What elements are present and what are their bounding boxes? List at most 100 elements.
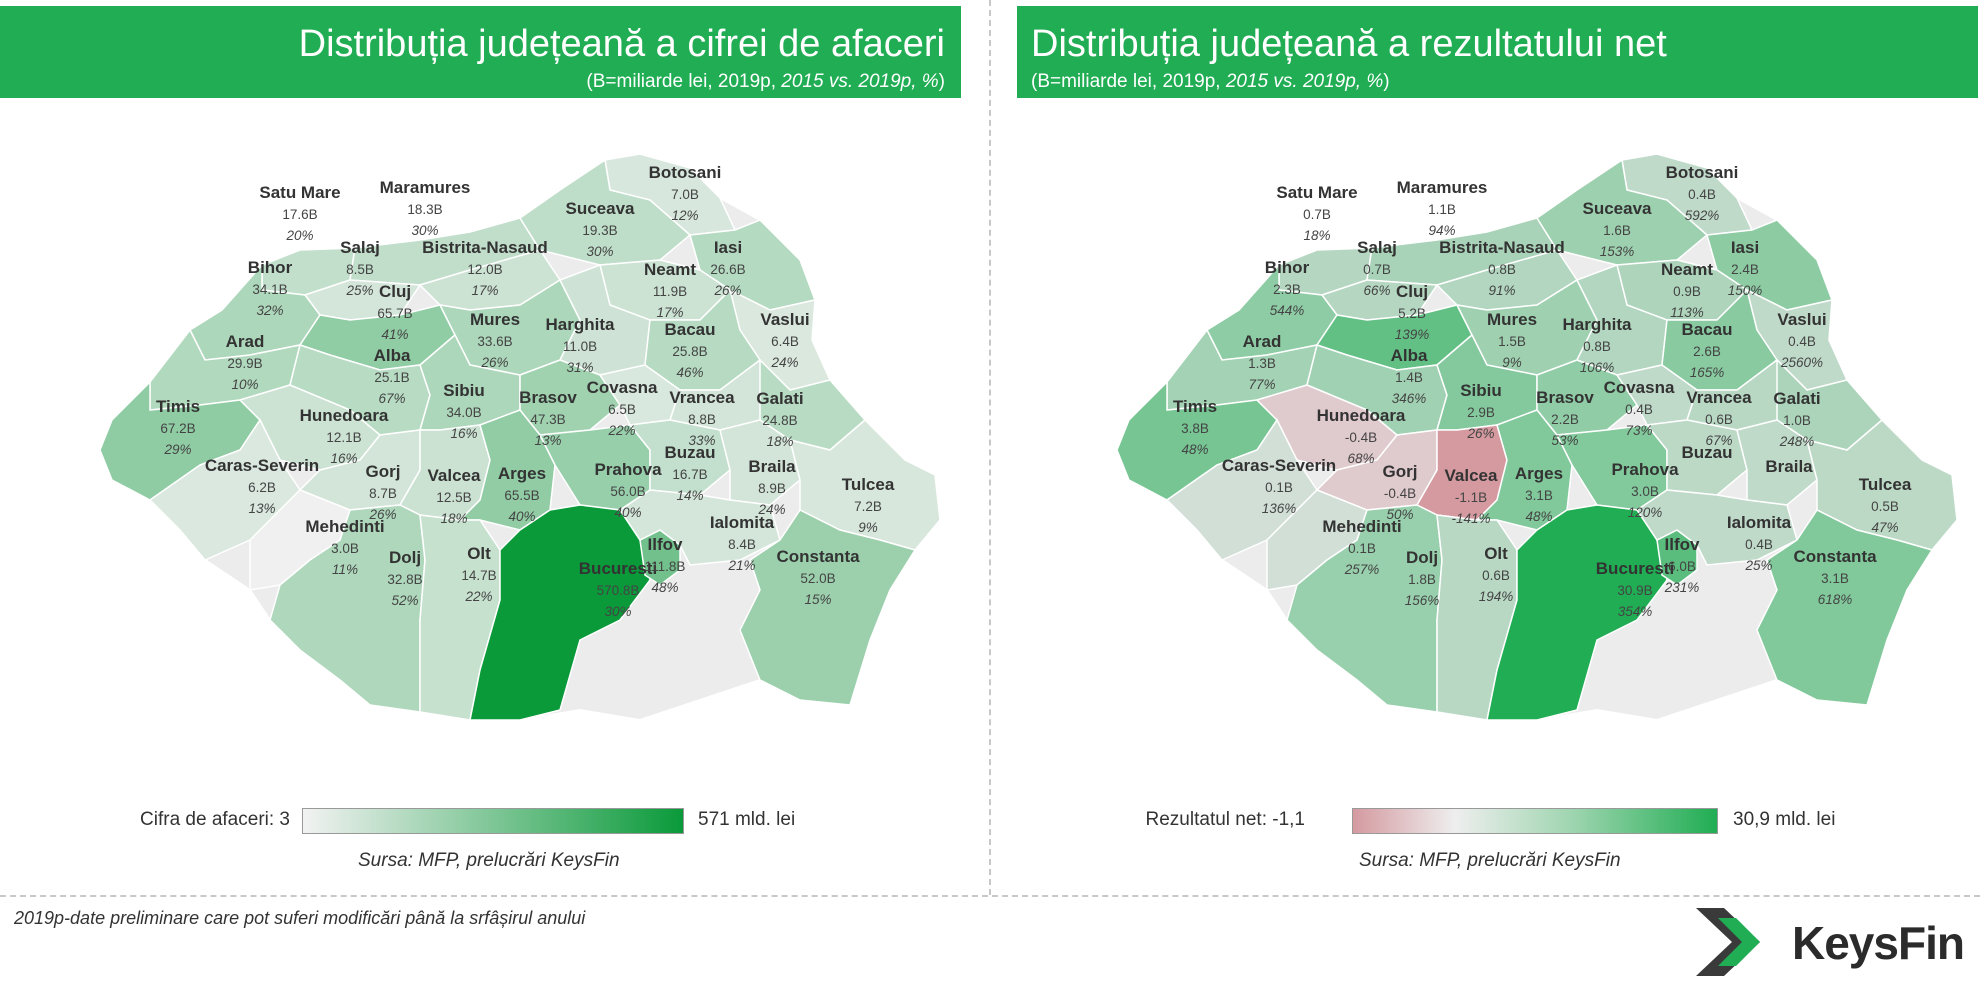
county-shape-buzau[interactable]: [628, 419, 731, 496]
county-label-bucuresti: Bucuresti 30.9B 354%: [1596, 559, 1674, 619]
county-shape-constanta[interactable]: [1756, 509, 1934, 706]
county-change: 14%: [676, 488, 703, 503]
county-shape-braila[interactable]: [1736, 419, 1818, 506]
county-shape-bucuresti[interactable]: [1486, 504, 1668, 721]
county-name: Brasov: [519, 388, 577, 407]
county-label-salaj: Salaj 0.7B 66%: [1357, 238, 1397, 298]
county-shape-ialomita[interactable]: [1635, 489, 1798, 566]
county-label-buzau: Buzau: [1682, 443, 1733, 462]
county-value: 1.4B: [1395, 370, 1423, 385]
county-label-alba: Alba 1.4B 346%: [1391, 346, 1428, 406]
county-name: Buzau: [665, 443, 716, 462]
county-name: Suceava: [566, 199, 636, 218]
county-name: Olt: [467, 544, 491, 563]
county-value: 7.2B: [854, 499, 882, 514]
county-name: Hunedoara: [300, 406, 389, 425]
county-label-galati: Galati 1.0B 248%: [1773, 389, 1820, 449]
county-label-hunedoara: Hunedoara 12.1B 16%: [300, 406, 389, 466]
county-value: 16.7B: [672, 467, 707, 482]
county-name: Tulcea: [842, 475, 895, 494]
county-change: 544%: [1270, 303, 1305, 318]
county-label-bucuresti: Bucuresti 570.8B 30%: [579, 559, 657, 619]
county-name: Suceava: [1583, 199, 1653, 218]
county-label-mures: Mures 1.5B 9%: [1487, 310, 1537, 370]
county-value: 0.1B: [1348, 541, 1376, 556]
county-value: 2.3B: [1273, 282, 1301, 297]
county-label-vrancea: Vrancea 8.8B 33%: [669, 388, 735, 448]
county-shape-ialomita[interactable]: [618, 489, 781, 566]
county-name: Ilfov: [648, 535, 683, 554]
county-name: Vaslui: [1777, 310, 1826, 329]
county-change: 91%: [1488, 283, 1515, 298]
county-shape-suceava[interactable]: [1535, 158, 1709, 266]
county-change: 24%: [757, 502, 785, 517]
county-value: 19.3B: [582, 223, 617, 238]
county-change: 354%: [1618, 604, 1653, 619]
county-change: 26%: [713, 283, 741, 298]
county-name: Dolj: [1406, 548, 1438, 567]
county-change: 32%: [256, 303, 283, 318]
county-value: 7.0B: [671, 187, 699, 202]
county-value: 47.3B: [530, 412, 565, 427]
county-label-braila: Braila 8.9B 24%: [748, 457, 796, 517]
county-change: 68%: [1347, 451, 1374, 466]
county-value: 0.7B: [1363, 262, 1391, 277]
county-value: 12.0B: [467, 262, 502, 277]
county-value: 0.8B: [1488, 262, 1516, 277]
county-change: 24%: [770, 355, 798, 370]
county-label-tulcea: Tulcea 0.5B 47%: [1859, 475, 1912, 535]
county-name: Bacau: [1681, 320, 1732, 339]
county-label-brasov: Brasov 2.2B 53%: [1536, 388, 1594, 448]
county-label-harghita: Harghita 0.8B 106%: [1563, 315, 1633, 375]
county-name: Arad: [1243, 332, 1282, 351]
county-label-neamt: Neamt 11.9B 17%: [644, 260, 696, 320]
county-label-bihor: Bihor 34.1B 32%: [248, 258, 293, 318]
county-shape-tulcea[interactable]: [788, 418, 941, 551]
county-shape-tulcea[interactable]: [1805, 418, 1958, 551]
county-shape-suceava[interactable]: [518, 158, 692, 266]
county-value: 8.9B: [758, 481, 786, 496]
county-label-ialomita: Ialomita 0.4B 25%: [1727, 513, 1792, 573]
net-result-map: Satu Mare 0.7B 18% Maramures 1.1B 94% Botosani…: [1115, 152, 1959, 722]
county-shape-buzau[interactable]: [1645, 419, 1748, 496]
county-change: 73%: [1625, 423, 1652, 438]
county-change: 66%: [1363, 283, 1390, 298]
turnover-header: Distribuția județeană a cifrei de afacer…: [0, 6, 961, 98]
county-change: 592%: [1685, 208, 1720, 223]
county-value: 0.4B: [1625, 402, 1653, 417]
county-label-buzau: Buzau 16.7B 14%: [665, 443, 716, 503]
county-name: Botosani: [649, 163, 722, 182]
county-name: Braila: [1765, 457, 1813, 476]
county-name: Maramures: [1397, 178, 1488, 197]
county-label-sibiu: Sibiu 2.9B 26%: [1460, 381, 1502, 441]
county-label-cluj: Cluj 65.7B 41%: [377, 282, 412, 342]
county-label-suceava: Suceava 1.6B 153%: [1583, 199, 1653, 259]
county-value: 33.6B: [477, 334, 512, 349]
county-shape-braila[interactable]: [719, 419, 801, 506]
county-label-caras-severin: Caras-Severin 0.1B 136%: [1222, 456, 1336, 516]
county-name: Caras-Severin: [1222, 456, 1336, 475]
county-value: 0.6B: [1705, 412, 1733, 427]
county-label-mures: Mures 33.6B 26%: [470, 310, 520, 370]
county-change: 22%: [464, 589, 492, 604]
footer-divider: [0, 895, 1980, 897]
county-shape-constanta[interactable]: [739, 509, 917, 706]
county-label-timis: Timis 67.2B 29%: [156, 397, 200, 457]
panel-divider: [989, 0, 991, 895]
county-label-covasna: Covasna 6.5B 22%: [587, 378, 658, 438]
county-name: Braila: [748, 457, 796, 476]
county-label-satu mare: Satu Mare 0.7B 18%: [1276, 183, 1357, 243]
county-value: -1.1B: [1455, 490, 1487, 505]
county-name: Harghita: [546, 315, 616, 334]
county-label-harghita: Harghita 11.0B 31%: [546, 315, 616, 375]
county-change: 106%: [1580, 360, 1615, 375]
county-value: 0.1B: [1265, 480, 1293, 495]
county-name: Prahova: [594, 460, 662, 479]
county-value: 14.7B: [461, 568, 496, 583]
county-change: 25%: [345, 283, 373, 298]
county-value: 8.4B: [728, 537, 756, 552]
turnover-source: Sursa: MFP, prelucrări KeysFin: [358, 850, 620, 871]
county-change: 30%: [411, 223, 438, 238]
county-shape-bucuresti[interactable]: [469, 504, 651, 721]
county-label-tulcea: Tulcea 7.2B 9%: [842, 475, 895, 535]
